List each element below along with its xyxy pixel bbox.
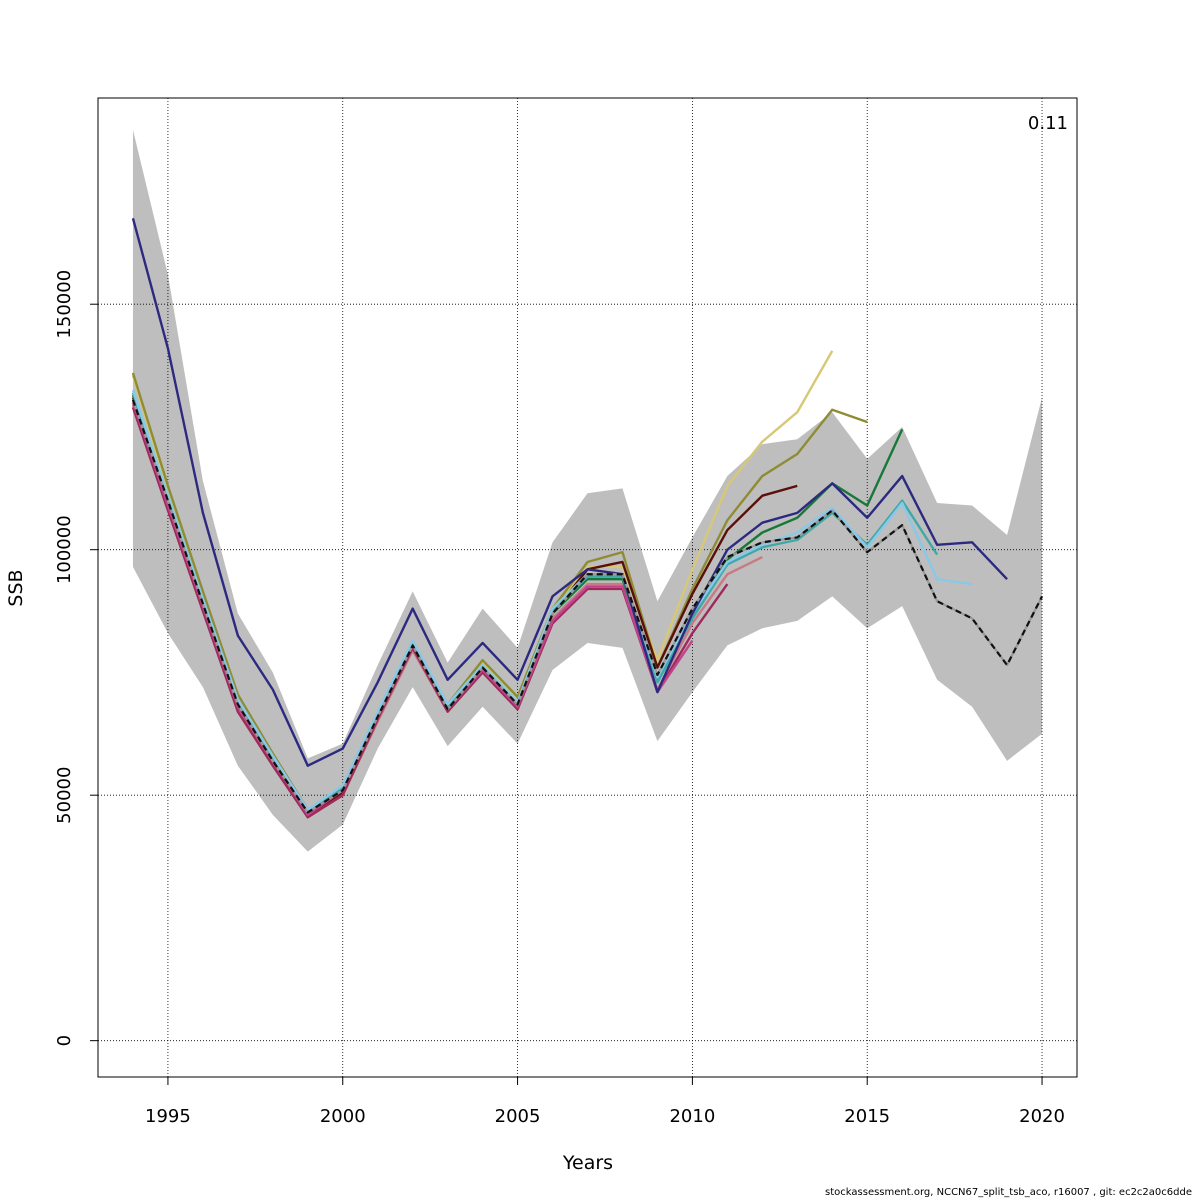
x-tick-label: 2000 [320, 1106, 366, 1127]
y-tick-label: 50000 [54, 767, 75, 824]
series-line-2 [131, 372, 868, 812]
series-line-10 [131, 217, 1008, 767]
x-tick-label: 2010 [669, 1106, 715, 1127]
series-line-11 [131, 399, 1044, 814]
x-tick-label: 2020 [1019, 1106, 1065, 1127]
footer-credit: stockassessment.org, NCCN67_split_tsb_ac… [825, 1187, 1192, 1198]
x-axis-title: Years [562, 1152, 613, 1174]
y-tick-label: 150000 [54, 270, 75, 339]
y-tick-label: 100000 [54, 515, 75, 584]
x-tick-label: 1995 [145, 1106, 191, 1127]
y-tick-label: 0 [54, 1035, 75, 1046]
plot-frame [97, 97, 1078, 1078]
x-tick-label: 2015 [844, 1106, 890, 1127]
confidence-band-layer [132, 129, 1043, 852]
series-layer [131, 217, 1044, 819]
y-axis-title: SSB [5, 569, 27, 606]
confidence-band [132, 129, 1043, 852]
series-line-9 [131, 389, 973, 812]
corner-annotation: 0.11 [1028, 113, 1068, 134]
axis-layer: 1995 2000 2005 2010 2015 2020 0 50000 100000 1500… [54, 270, 1065, 1127]
x-tick-label: 2005 [495, 1106, 541, 1127]
